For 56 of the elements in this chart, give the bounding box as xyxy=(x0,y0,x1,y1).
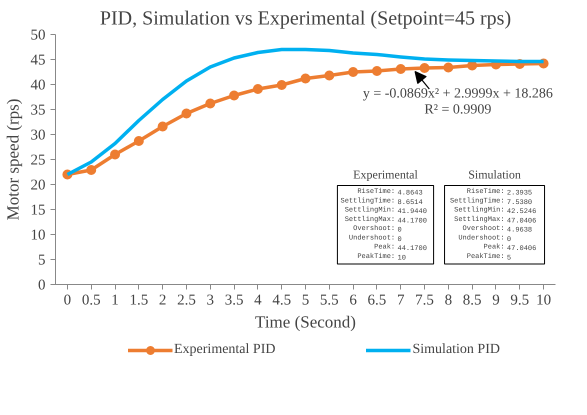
x-tick-label: 1.5 xyxy=(129,292,148,308)
x-tick-label: 5 xyxy=(302,292,310,308)
point xyxy=(443,62,454,72)
x-tick-label: 0 xyxy=(64,292,72,308)
point xyxy=(372,66,382,76)
point xyxy=(324,70,334,80)
point xyxy=(420,63,430,73)
point xyxy=(252,84,263,94)
point xyxy=(86,165,96,175)
y-tick-label: 40 xyxy=(30,78,46,94)
y-tick-label: 25 xyxy=(30,152,46,168)
point xyxy=(181,108,192,118)
point xyxy=(396,64,406,74)
point xyxy=(158,122,168,132)
y-tick-label: 35 xyxy=(30,102,46,118)
annotation: Experimental xyxy=(353,168,418,182)
annotation: y = -0.0869x² + 2.9999x + 18.286 R² = 0.9909 xyxy=(362,86,553,118)
x-tick-label: 7 xyxy=(396,292,405,308)
chart-title: PID, Simulation vs Experimental (Setpoint=45 rps) xyxy=(100,8,512,30)
y-tick-label: 10 xyxy=(30,228,46,244)
x-tick-label: 3 xyxy=(206,292,214,308)
y-tick-label: 45 xyxy=(30,52,46,68)
x-tick-label: 1 xyxy=(111,292,119,308)
x-tick-label: 2 xyxy=(158,292,166,308)
y-tick-label: 20 xyxy=(30,178,46,194)
x-tick-label: 9 xyxy=(492,292,500,308)
point xyxy=(110,150,120,160)
x-tick-label: 8 xyxy=(444,292,452,308)
x-axis-title: Time (Second) xyxy=(255,312,356,332)
x-tick-label: 4 xyxy=(254,292,262,308)
x-tick-label: 10 xyxy=(536,292,552,308)
y-tick-label: 50 xyxy=(30,28,46,44)
point xyxy=(300,74,310,84)
point xyxy=(134,136,144,146)
annotation: Simulation xyxy=(468,168,521,182)
y-tick-label: 15 xyxy=(30,202,46,218)
legend-label: Experimental PID xyxy=(174,342,276,358)
x-tick-label: 6.5 xyxy=(368,292,386,308)
point xyxy=(276,80,287,90)
x-tick-label: 6 xyxy=(349,292,358,308)
x-tick-label: 9.5 xyxy=(510,292,530,308)
x-tick-label: 8.5 xyxy=(462,292,482,308)
y-tick-label: 5 xyxy=(38,252,46,268)
point xyxy=(348,67,358,77)
x-tick-label: 0.5 xyxy=(82,292,101,308)
x-tick-label: 3.5 xyxy=(224,292,244,308)
point xyxy=(229,90,240,100)
point xyxy=(205,98,216,108)
x-tick-label: 4.5 xyxy=(272,292,292,308)
x-tick-label: 7.5 xyxy=(415,292,434,308)
y-axis-title: Motor speed (rps) xyxy=(4,98,22,220)
legend-label: Simulation PID xyxy=(412,342,500,358)
y-tick-label: 0 xyxy=(38,278,46,294)
x-tick-label: 5.5 xyxy=(320,292,339,308)
x-tick-label: 2.5 xyxy=(177,292,196,308)
y-tick-label: 30 xyxy=(30,128,46,144)
